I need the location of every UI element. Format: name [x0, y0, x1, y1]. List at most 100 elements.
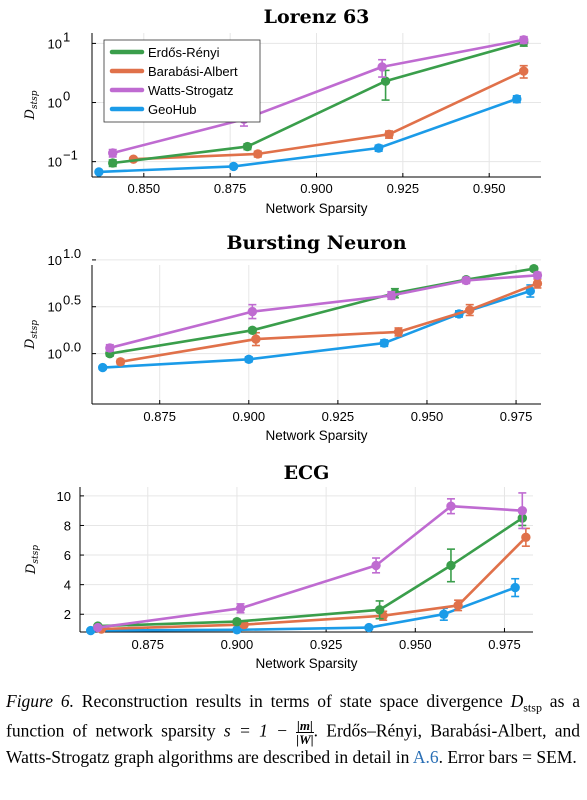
x-tick-label: 0.950: [473, 181, 506, 196]
legend-entry: Watts-Strogatz: [148, 83, 233, 98]
data-point: [521, 532, 531, 543]
series-watts-strogatz: [93, 492, 527, 633]
x-tick-label: 0.925: [387, 181, 420, 196]
data-point: [228, 161, 239, 172]
series-line: [112, 38, 524, 155]
data-point: [379, 338, 389, 348]
y-tick-exponent: 0: [63, 89, 70, 104]
data-point: [373, 143, 384, 153]
x-tick-label: 0.925: [310, 637, 343, 652]
y-tick-label: 10: [48, 36, 62, 51]
data-point: [244, 354, 254, 365]
data-point: [108, 148, 118, 158]
y-axis-label: Dstsp: [23, 90, 40, 120]
data-point: [97, 362, 108, 373]
legend-entry: GeoHub: [148, 102, 196, 117]
series-erdos-renyi: [93, 509, 527, 631]
caption-text-1: Reconstruction results in terms of state…: [81, 691, 503, 711]
x-tick-label: 0.950: [411, 409, 444, 424]
caption-symbol-d: D: [510, 691, 524, 711]
caption-formula-den: |W|: [296, 731, 314, 747]
caption-ref-link[interactable]: A.6: [412, 746, 439, 767]
series-barabasi-albert: [96, 527, 531, 634]
caption-text-4: . Error bars = SEM.: [438, 746, 577, 767]
caption-text-3: . Erdős–Rényi, Barabási-Albert, and Watt…: [6, 720, 581, 767]
caption-symbol-d-sub: stsp: [523, 700, 542, 715]
y-axis-label: Dstsp: [23, 320, 40, 350]
data-point: [461, 275, 471, 286]
chart-panel-1: Bursting Neuron 0.875 0.900 0.925 0.950 0.975…: [23, 232, 543, 443]
caption-figure-label: Figure 6.: [6, 691, 74, 711]
data-point: [532, 278, 543, 289]
y-tick-exponent: 1.0: [63, 246, 81, 261]
data-point: [510, 582, 520, 593]
data-point: [380, 76, 391, 86]
data-point: [393, 327, 404, 337]
legend-entry: Barabási-Albert: [148, 64, 238, 79]
data-point: [247, 306, 258, 317]
x-axis-label: Network Sparsity: [255, 656, 357, 671]
x-tick-label: 0.875: [131, 637, 164, 652]
y-tick-label: 6: [64, 548, 71, 563]
series-barabasi-albert: [115, 278, 543, 367]
data-point: [519, 66, 529, 76]
data-point: [94, 167, 104, 177]
x-tick-label: 0.900: [233, 409, 266, 424]
x-axis-label: Network Sparsity: [265, 201, 367, 216]
x-tick-label: 0.950: [399, 637, 432, 652]
series-geohub: [94, 94, 522, 177]
y-tick-label: 8: [64, 518, 71, 533]
data-point: [384, 129, 394, 140]
chart-title: Bursting Neuron: [226, 232, 406, 254]
data-point: [251, 334, 261, 344]
y-tick-label: 10: [48, 347, 62, 362]
y-tick-exponent: 0.0: [63, 340, 81, 355]
x-tick-label: 0.875: [143, 409, 176, 424]
data-point: [108, 158, 118, 168]
x-tick-label: 0.900: [300, 181, 333, 196]
data-point: [386, 290, 397, 301]
data-point: [446, 501, 456, 511]
legend: Erdős-Rényi Barabási-Albert Watts-Strogatz…: [103, 39, 261, 123]
y-tick-exponent: 0.5: [63, 293, 81, 308]
caption-text-2: as a function of network sparsity: [6, 691, 580, 741]
caption-fraction: |m| |W|: [296, 717, 314, 747]
y-tick-label: 10: [48, 155, 62, 170]
y-tick-exponent: 1: [63, 29, 70, 44]
caption-formula-num: |m|: [296, 717, 314, 733]
data-point: [519, 35, 529, 45]
x-tick-label: 0.900: [221, 637, 254, 652]
series-line: [102, 289, 531, 369]
data-point: [115, 357, 126, 367]
series-line: [112, 40, 525, 165]
data-point: [93, 622, 103, 633]
y-axis-label: Dstsp: [24, 545, 41, 575]
x-tick-label: 0.975: [500, 409, 533, 424]
figure-caption: Figure 6. Reconstruction results in term…: [6, 690, 580, 768]
data-point: [235, 603, 246, 614]
series-watts-strogatz: [105, 270, 543, 353]
legend-entry: Erdős-Rényi: [148, 45, 220, 60]
data-point: [446, 560, 456, 571]
x-tick-label: 0.975: [488, 637, 521, 652]
data-point: [439, 609, 449, 619]
y-tick-label: 4: [64, 578, 71, 593]
y-tick-label: 2: [64, 607, 71, 622]
series-geohub: [97, 284, 536, 373]
data-point: [453, 600, 463, 611]
chart-title: Lorenz 63: [264, 6, 370, 28]
data-point: [371, 560, 381, 571]
series-line: [133, 69, 525, 161]
x-tick-label: 0.925: [322, 409, 355, 424]
x-tick-label: 0.875: [214, 181, 247, 196]
x-tick-label: 0.850: [128, 181, 161, 196]
series-geohub: [86, 577, 520, 636]
data-point: [377, 62, 387, 72]
y-tick-label: 10: [48, 300, 62, 315]
y-tick-exponent: −1: [63, 148, 78, 163]
data-point: [105, 343, 115, 353]
data-point: [242, 141, 253, 152]
series-line: [98, 97, 518, 174]
